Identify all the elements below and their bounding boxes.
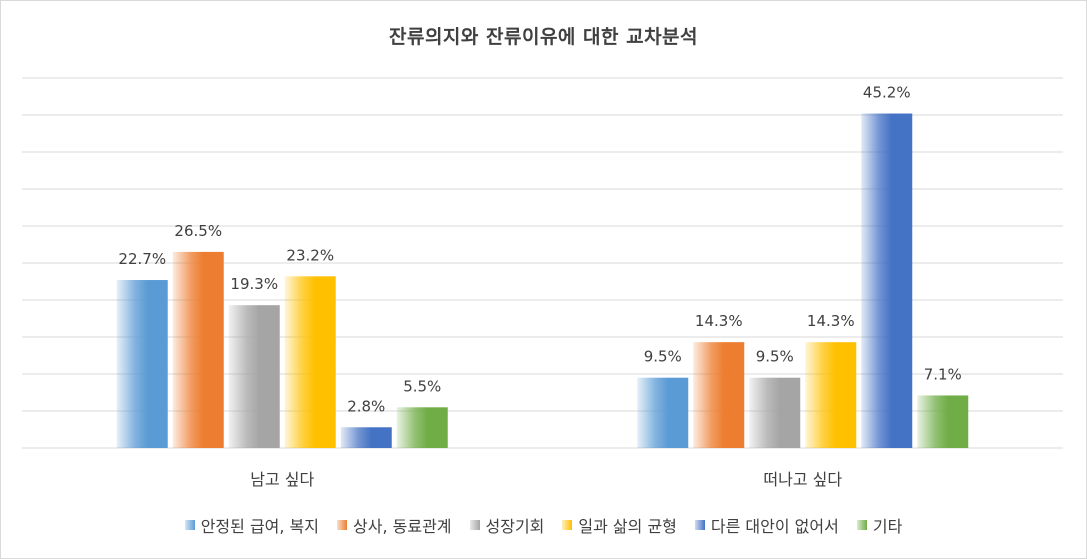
data-label: 22.7% (118, 250, 166, 268)
data-label: 14.3% (695, 312, 743, 330)
x-tick-label: 떠나고 싶다 (763, 470, 842, 489)
legend-swatch (184, 520, 195, 530)
bar (396, 407, 448, 448)
bar (861, 113, 913, 449)
legend-swatch (337, 520, 348, 530)
legend-label: 일과 삶의 균형 (578, 517, 677, 536)
legend-label: 상사, 동료관계 (353, 517, 452, 536)
legend: 안정된 급여, 복지 상사, 동료관계 성장기회 일과 삶의 균형 다른 대안이 없어서… (0, 510, 1087, 540)
legend-label: 성장기회 (485, 517, 545, 536)
legend-swatch (562, 520, 573, 530)
legend-item: 일과 삶의 균형 (562, 513, 677, 537)
bar (284, 276, 336, 448)
plot-area: 22.7% 26.5% 19.3% 23.2% 2.8% 5.5% 9.5% 14.3% 9.5… (22, 77, 1063, 489)
legend-swatch (694, 520, 705, 530)
data-label: 26.5% (174, 222, 222, 240)
legend-label: 안정된 급여, 복지 (200, 517, 320, 536)
data-label: 14.3% (807, 312, 855, 330)
legend-swatch (469, 520, 480, 530)
legend-item: 다른 대안이 없어서 (694, 513, 839, 537)
legend-item: 성장기회 (469, 513, 545, 537)
data-label: 23.2% (286, 246, 334, 264)
data-labels: 22.7% 26.5% 19.3% 23.2% 2.8% 5.5% 9.5% 14.3% 9.5… (118, 84, 961, 416)
bar (917, 395, 969, 448)
bar (805, 342, 857, 448)
bar (340, 427, 392, 448)
data-label: 7.1% (924, 365, 962, 383)
bar (693, 342, 745, 448)
legend-swatch (856, 520, 867, 530)
legend-item: 기타 (856, 513, 903, 537)
legend-item: 상사, 동료관계 (337, 513, 452, 537)
bar (172, 251, 224, 448)
chart-title: 잔류의지와 잔류이유에 대한 교차분석 (388, 26, 699, 48)
bar (228, 305, 280, 448)
bar (749, 377, 801, 448)
data-label: 45.2% (863, 84, 911, 102)
data-label: 9.5% (644, 348, 682, 366)
data-label: 5.5% (403, 377, 441, 395)
legend-label: 다른 대안이 없어서 (710, 517, 839, 536)
bar (116, 280, 168, 448)
x-tick-label: 남고 싶다 (250, 470, 314, 489)
data-label: 9.5% (756, 348, 794, 366)
x-axis-ticks: 남고 싶다 떠나고 싶다 (250, 470, 842, 489)
bar (637, 377, 689, 448)
legend-item: 안정된 급여, 복지 (184, 513, 320, 537)
legend-label: 기타 (872, 517, 903, 536)
bars (116, 113, 969, 449)
data-label: 2.8% (347, 397, 385, 415)
data-label: 19.3% (230, 275, 278, 293)
